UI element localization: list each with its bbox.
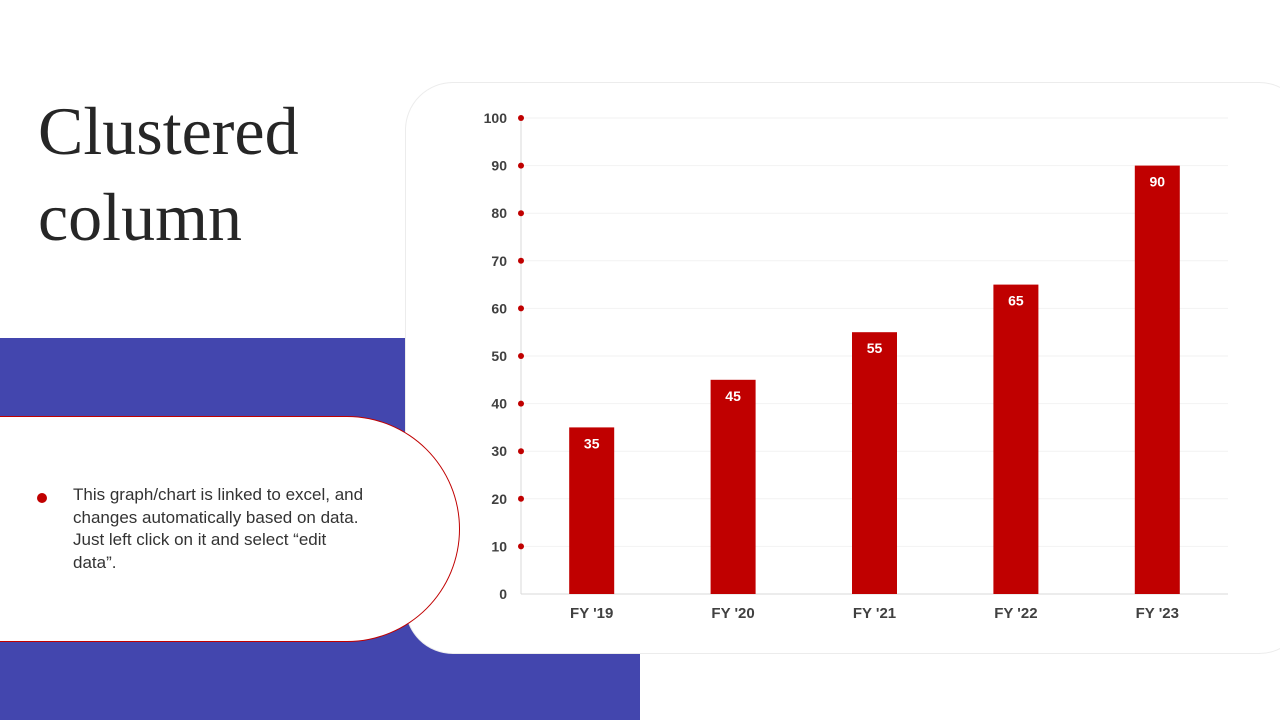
y-tick-label: 10 [491, 538, 507, 554]
data-labels: 35 45 55 65 90 [584, 174, 1165, 452]
bar[interactable] [710, 379, 756, 594]
y-tick-dot [518, 162, 524, 169]
data-label: 55 [867, 340, 883, 356]
y-tick-label: 60 [491, 300, 507, 316]
note-bullet-icon [37, 493, 47, 503]
y-tick-dot [518, 400, 524, 407]
data-label: 35 [584, 435, 600, 451]
x-tick-label: FY '20 [711, 605, 754, 622]
title-line-2: column [38, 179, 242, 255]
x-tick-label: FY '21 [853, 605, 896, 622]
y-tick-dot [518, 305, 524, 312]
y-tick-label: 0 [499, 586, 507, 602]
data-label: 90 [1150, 174, 1166, 190]
title-line-1: Clustered [38, 93, 299, 169]
y-tick-dot [518, 257, 524, 264]
y-tick-label: 20 [491, 491, 507, 507]
bar[interactable] [569, 427, 615, 594]
bar[interactable] [1134, 165, 1180, 594]
page-title: Clustered column [38, 88, 299, 260]
y-tick-label: 50 [491, 348, 507, 364]
bar[interactable] [852, 332, 897, 594]
x-tick-label: FY '22 [994, 605, 1037, 622]
y-tick-dot [518, 543, 524, 550]
y-tick-label: 30 [491, 443, 507, 459]
bars[interactable] [569, 165, 1180, 594]
data-label: 45 [725, 388, 741, 404]
y-tick-dot [518, 353, 524, 359]
y-tick-dot [518, 210, 524, 217]
chart-card[interactable]: 0 10 20 30 40 50 60 70 80 90 100 35 45 55 65 90 FY '19… [405, 82, 1280, 654]
y-tick-dot [518, 495, 524, 502]
y-tick-dot [518, 448, 524, 455]
y-tick-label: 90 [491, 158, 507, 174]
x-tick-label: FY '23 [1136, 605, 1179, 622]
data-label: 65 [1008, 293, 1024, 309]
bar-chart[interactable]: 0 10 20 30 40 50 60 70 80 90 100 35 45 55 65 90 FY '19… [406, 83, 1280, 653]
y-tick-label: 70 [491, 253, 507, 269]
y-tick-dot [518, 115, 524, 121]
bar[interactable] [993, 284, 1039, 594]
y-axis-ticks: 0 10 20 30 40 50 60 70 80 90 100 [484, 110, 524, 602]
y-tick-label: 40 [491, 396, 507, 412]
note-text: This graph/chart is linked to excel, and… [73, 485, 364, 572]
x-axis-ticks: FY '19 FY '20 FY '21 FY '22 FY '23 [570, 605, 1179, 622]
x-tick-label: FY '19 [570, 605, 613, 622]
y-tick-label: 80 [491, 205, 507, 221]
y-tick-label: 100 [484, 110, 508, 126]
note-card [0, 416, 460, 642]
